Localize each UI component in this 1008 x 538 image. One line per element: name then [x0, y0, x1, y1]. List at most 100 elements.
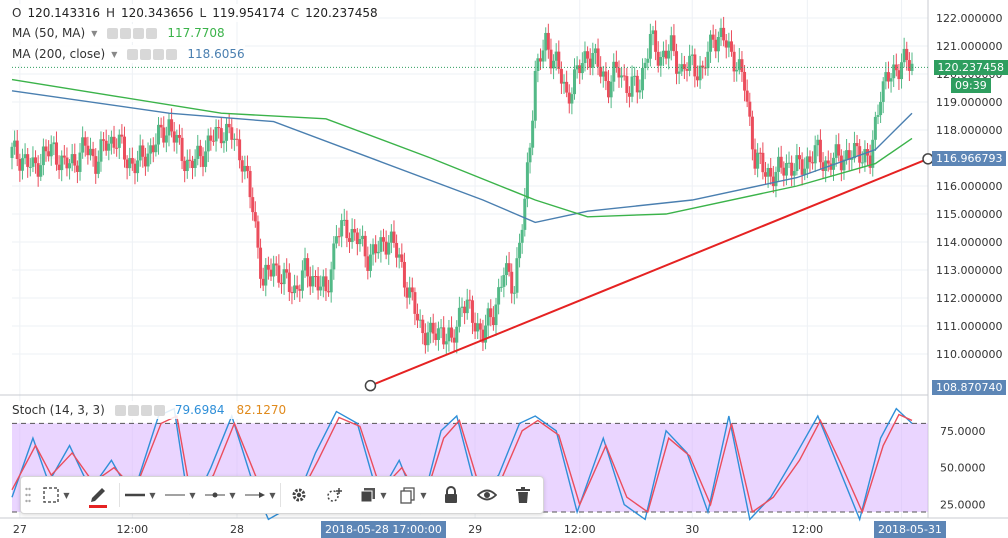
chevron-down-icon[interactable]: ▼ [91, 28, 98, 38]
candle-up [439, 327, 443, 329]
stoch-tick-label: 75.0000 [940, 425, 986, 438]
chevron-down-icon[interactable]: ▼ [111, 49, 118, 59]
candle-up [96, 161, 100, 174]
candle-up [766, 167, 770, 177]
delete-button[interactable] [505, 477, 541, 513]
candle-down [94, 156, 98, 174]
add-icon[interactable] [140, 404, 152, 416]
candle-up [455, 326, 459, 343]
high-value: 120.343656 [121, 6, 194, 20]
candle-up [272, 263, 276, 277]
drag-handle[interactable] [21, 477, 35, 513]
candle-up [536, 58, 540, 71]
candle-down [740, 59, 744, 72]
ma50-legend[interactable]: MA (50, MA) ▼ 117.7708 [12, 24, 225, 42]
pencil-tool-button[interactable] [77, 477, 119, 513]
candle-down [468, 299, 472, 301]
candle-up [575, 65, 579, 70]
candle-down [355, 232, 359, 245]
eye-icon [477, 489, 497, 501]
candle-up [300, 270, 304, 291]
candle-up [528, 147, 532, 163]
close-icon[interactable] [153, 404, 165, 416]
candle-down [578, 65, 582, 74]
candle-down [800, 159, 804, 175]
candle-up [185, 159, 189, 172]
candle-down [277, 265, 281, 283]
candle-down [405, 287, 409, 298]
candle-up [816, 139, 820, 146]
copy-button[interactable]: ▼ [393, 477, 433, 513]
eye-icon[interactable] [127, 48, 139, 60]
visibility-button[interactable] [469, 477, 505, 513]
candle-up [803, 168, 807, 175]
candle-down [279, 282, 283, 285]
eye-icon[interactable] [114, 404, 126, 416]
settings-icon[interactable] [127, 404, 139, 416]
candle-down [240, 160, 244, 172]
candle-down [826, 160, 830, 164]
layers-icon [360, 488, 376, 503]
candle-down [567, 92, 571, 104]
candle-down [481, 329, 485, 343]
stoch-d-value: 82.1270 [236, 403, 287, 417]
ma200-legend[interactable]: MA (200, close) ▼ 118.6056 [12, 45, 245, 63]
candle-up [879, 101, 883, 116]
candle-down [75, 165, 79, 172]
high-label: H [105, 6, 116, 20]
ma200-controls[interactable] [127, 48, 178, 60]
price-tick-label: 116.000000 [936, 180, 1002, 193]
clone-button[interactable] [317, 477, 353, 513]
candle-up [196, 145, 200, 159]
candle-down [201, 156, 205, 167]
candle-down [172, 131, 176, 143]
add-icon[interactable] [153, 48, 165, 60]
candle-down [450, 327, 454, 338]
add-icon[interactable] [133, 27, 145, 39]
candle-up [457, 307, 461, 327]
candle-up [204, 151, 208, 167]
close-icon[interactable] [166, 48, 178, 60]
candle-down [761, 152, 765, 173]
settings-icon[interactable] [140, 48, 152, 60]
trash-icon [516, 487, 530, 503]
candle-down [753, 149, 757, 169]
ma200-line [11, 90, 913, 224]
candle-down [779, 156, 783, 168]
eye-icon[interactable] [107, 27, 119, 39]
ma50-controls[interactable] [107, 27, 158, 39]
line-width-button[interactable]: ▼ [160, 477, 200, 513]
candle-up [889, 78, 893, 82]
line-arrow-button[interactable]: ▼ [240, 477, 280, 513]
candle-down [345, 219, 349, 239]
candle-up [620, 75, 624, 78]
line-style-button[interactable]: ▼ [120, 477, 160, 513]
candle-down [627, 93, 631, 97]
candle-down [507, 263, 511, 272]
settings-icon[interactable] [120, 27, 132, 39]
candle-up [264, 264, 268, 286]
candle-down [73, 154, 77, 166]
candle-down [654, 30, 658, 52]
stoch-legend[interactable]: Stoch (14, 3, 3) 79.6984 82.1270 [12, 401, 287, 419]
select-tool-button[interactable]: ▼ [35, 477, 77, 513]
candle-up [792, 170, 796, 176]
candle-down [821, 162, 825, 171]
settings-button[interactable] [281, 477, 317, 513]
candle-down [130, 158, 134, 164]
candle-down [604, 71, 608, 82]
lock-button[interactable] [433, 477, 469, 513]
stoch-controls[interactable] [114, 404, 165, 416]
line-end-button[interactable]: ▼ [200, 477, 240, 513]
candle-down [452, 337, 456, 343]
candle-down [298, 289, 302, 291]
layers-button[interactable]: ▼ [353, 477, 393, 513]
candle-down [251, 197, 255, 213]
drawing-toolbar[interactable]: ▼ ▼ ▼ ▼ ▼ ▼ ▼ [20, 476, 544, 514]
candle-down [188, 159, 192, 161]
candle-down [711, 34, 715, 40]
candle-up [222, 140, 226, 144]
close-icon[interactable] [146, 27, 158, 39]
candle-up [371, 244, 375, 255]
